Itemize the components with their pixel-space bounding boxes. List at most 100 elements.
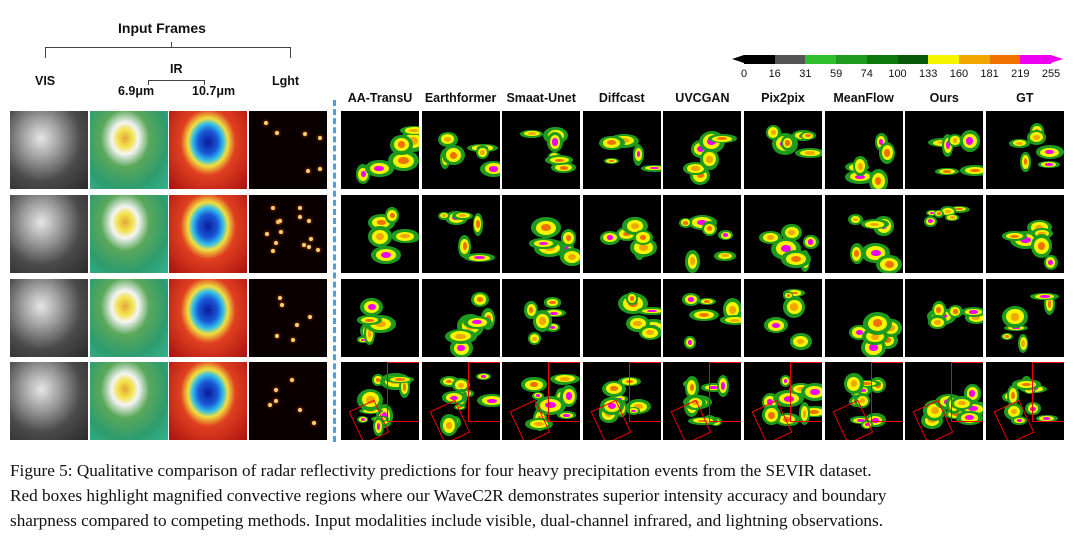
reflectivity-blob	[549, 300, 556, 305]
lightning-dot	[298, 206, 303, 211]
method-label: Smaat-Unet	[506, 91, 576, 105]
reflectivity-blob	[871, 417, 879, 423]
reflectivity-blob	[459, 214, 467, 217]
reflectivity-blob	[958, 400, 966, 406]
reflectivity-blob	[857, 162, 863, 170]
reflectivity-blob	[365, 395, 375, 404]
reflectivity-blob	[930, 407, 939, 415]
colorbar-arrow	[1051, 55, 1063, 63]
radar-prediction-panel	[341, 111, 419, 189]
reflectivity-blob	[723, 233, 729, 237]
reflectivity-blob	[887, 324, 895, 332]
reflectivity-blob	[445, 379, 453, 384]
caption-line-2: Red boxes highlight magnified convective…	[10, 486, 887, 505]
reflectivity-blob	[683, 221, 688, 225]
colorbar-tick-label: 181	[980, 68, 999, 80]
input-frames-brace	[45, 47, 291, 58]
reflectivity-blob	[879, 138, 884, 145]
reflectivity-blob	[696, 171, 704, 179]
reflectivity-blob	[691, 166, 700, 171]
input-frames-title: Input Frames	[118, 20, 206, 36]
reflectivity-blob	[449, 151, 458, 159]
radar-prediction-panel	[905, 279, 984, 357]
colorbar-segment	[836, 55, 868, 64]
vis-label: VIS	[35, 74, 56, 88]
reflectivity-blob	[381, 251, 392, 258]
reflectivity-blob	[608, 159, 615, 162]
method-label: Diffcast	[598, 91, 645, 105]
reflectivity-blob	[706, 226, 712, 232]
reflectivity-blob	[472, 320, 483, 325]
lightning-dot	[265, 231, 270, 236]
reflectivity-blob	[552, 138, 558, 146]
reflectivity-blob	[480, 150, 485, 155]
reflectivity-blob	[540, 224, 552, 232]
reflectivity-blob	[883, 337, 891, 344]
lightning-dot	[308, 315, 312, 320]
radar-prediction-panel	[985, 111, 1064, 189]
reflectivity-blob	[786, 294, 791, 297]
reflectivity-blob	[706, 155, 713, 163]
reflectivity-blob	[527, 132, 536, 136]
reflectivity-blob	[767, 399, 773, 406]
lightning-dot	[316, 247, 321, 252]
reflectivity-blob	[945, 209, 951, 213]
reflectivity-blob	[559, 165, 569, 170]
reflectivity-blob	[860, 388, 866, 393]
radar-prediction-panel	[824, 279, 903, 357]
reflectivity-blob	[721, 254, 729, 258]
reflectivity-blob	[854, 174, 865, 180]
reflectivity-blob	[374, 165, 385, 172]
lightning-dot	[305, 169, 310, 174]
reflectivity-blob	[409, 128, 419, 133]
lightning-dot	[317, 135, 322, 140]
reflectivity-blob	[457, 405, 462, 409]
reflectivity-blob	[444, 136, 452, 142]
vis-frame	[10, 195, 88, 273]
method-label: Earthformer	[424, 91, 497, 105]
colorbar-tick-label: 100	[888, 68, 907, 80]
radar-prediction-panel	[341, 362, 419, 440]
ir-brace	[148, 80, 205, 85]
lightning-dot	[290, 337, 295, 342]
reflectivity-blob	[934, 320, 941, 325]
ir-6-9-label: 6.9μm	[118, 84, 155, 98]
reflectivity-blob	[398, 157, 409, 165]
radar-prediction-panel	[341, 279, 419, 357]
reflectivity-blob	[563, 413, 570, 417]
reflectivity-blob	[375, 321, 386, 328]
reflectivity-blob	[780, 244, 792, 253]
magnified-region-box	[548, 362, 581, 422]
reflectivity-blob	[854, 250, 860, 258]
reflectivity-blob	[805, 134, 811, 138]
reflectivity-blob	[861, 382, 872, 385]
reflectivity-blob	[790, 291, 798, 295]
reflectivity-blob	[969, 390, 976, 397]
reflectivity-blob	[1045, 163, 1053, 166]
reflectivity-blob	[949, 216, 955, 219]
ir-10-7-frame	[169, 111, 247, 189]
reflectivity-blob	[870, 333, 880, 340]
magnified-region-box	[1031, 362, 1064, 422]
reflectivity-blob	[808, 239, 814, 245]
lightning-dot	[275, 219, 280, 224]
lightning-dot	[317, 167, 322, 172]
reflectivity-blob	[802, 409, 807, 418]
colorbar-tick-label: 133	[919, 68, 938, 80]
reflectivity-blob	[365, 318, 374, 322]
reflectivity-blob	[856, 418, 865, 422]
lightning-dot	[309, 237, 314, 242]
reflectivity-blob	[972, 315, 981, 320]
magnified-region-box	[951, 362, 984, 422]
reflectivity-blob	[965, 415, 975, 421]
reflectivity-blob	[647, 309, 658, 313]
ir-6-9-frame	[90, 279, 168, 357]
reflectivity-blob	[967, 406, 979, 412]
reflectivity-blob	[360, 418, 365, 421]
radar-prediction-panel	[663, 111, 742, 189]
colorbar-tick-label: 59	[829, 68, 843, 80]
colorbar-arrow	[732, 55, 744, 63]
vis-frame	[10, 362, 88, 440]
reflectivity-blob	[1021, 340, 1025, 347]
reflectivity-blob	[1038, 231, 1046, 236]
